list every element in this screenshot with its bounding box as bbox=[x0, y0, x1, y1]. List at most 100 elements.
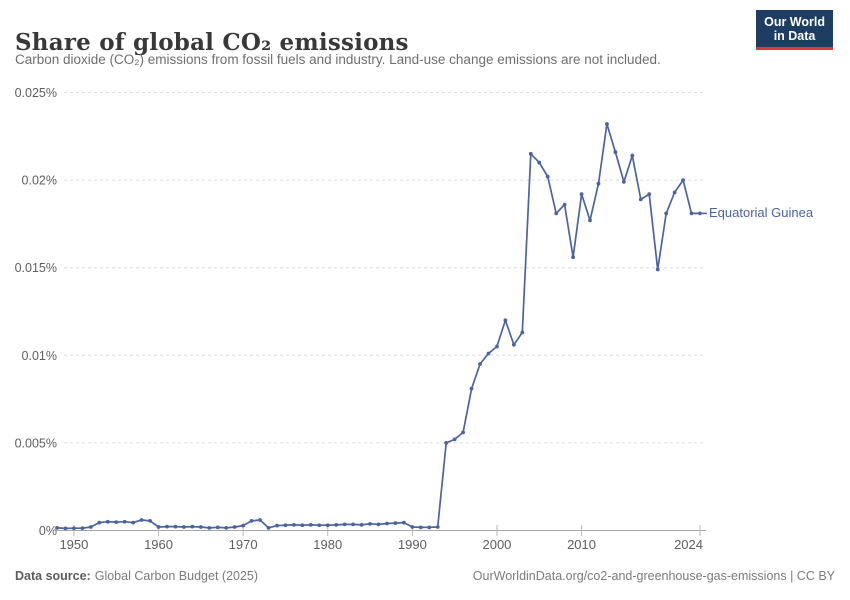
data-point[interactable] bbox=[638, 197, 643, 202]
y-tick-label: 0% bbox=[39, 524, 57, 538]
data-point[interactable] bbox=[435, 525, 440, 529]
data-point[interactable] bbox=[461, 430, 466, 435]
data-point[interactable] bbox=[122, 519, 127, 524]
data-point[interactable] bbox=[393, 521, 398, 526]
data-point[interactable] bbox=[401, 520, 406, 525]
x-tick-label: 1990 bbox=[398, 537, 427, 552]
data-point[interactable] bbox=[376, 522, 381, 527]
data-point[interactable] bbox=[131, 520, 136, 525]
data-point[interactable] bbox=[72, 526, 76, 531]
chart-footer: Data source: Global Carbon Budget (2025) … bbox=[15, 569, 835, 583]
x-tick-label: 1980 bbox=[313, 537, 342, 552]
data-point[interactable] bbox=[334, 522, 339, 527]
data-point[interactable] bbox=[351, 522, 356, 527]
data-point[interactable] bbox=[495, 344, 499, 349]
credit-link[interactable]: OurWorldinData.org/co2-and-greenhouse-ga… bbox=[472, 569, 835, 583]
data-point[interactable] bbox=[444, 441, 449, 445]
data-point[interactable] bbox=[308, 522, 313, 527]
data-point[interactable] bbox=[664, 211, 669, 216]
data-point[interactable] bbox=[114, 520, 119, 524]
data-point[interactable] bbox=[291, 522, 296, 527]
data-point[interactable] bbox=[520, 330, 525, 335]
data-point[interactable] bbox=[63, 526, 68, 531]
data-point[interactable] bbox=[148, 518, 152, 523]
data-point[interactable] bbox=[537, 160, 542, 165]
data-point[interactable] bbox=[317, 523, 322, 528]
owid-logo[interactable]: Our World in Data bbox=[756, 10, 833, 50]
data-point[interactable] bbox=[368, 521, 372, 526]
data-point[interactable] bbox=[283, 523, 288, 528]
data-point[interactable] bbox=[325, 523, 330, 528]
x-tick-label: 1960 bbox=[144, 537, 173, 552]
x-tick-label: 2024 bbox=[674, 537, 703, 552]
data-point[interactable] bbox=[139, 518, 144, 522]
line-chart: 0% 0.005% 0.01% 0.015% 0.02% 0.025% 1950 1960 19… bbox=[0, 80, 850, 555]
data-point[interactable] bbox=[207, 525, 212, 530]
data-point[interactable] bbox=[647, 192, 652, 197]
data-point[interactable] bbox=[452, 437, 457, 442]
data-point[interactable] bbox=[190, 524, 195, 529]
x-tick-label: 1950 bbox=[59, 537, 88, 552]
data-point[interactable] bbox=[275, 523, 279, 528]
data-point[interactable] bbox=[241, 523, 246, 528]
data-point[interactable] bbox=[418, 525, 423, 530]
data-point[interactable] bbox=[571, 255, 575, 260]
data-point[interactable] bbox=[655, 267, 660, 272]
data-point[interactable] bbox=[173, 524, 178, 529]
data-point[interactable] bbox=[588, 218, 592, 223]
data-point[interactable] bbox=[88, 525, 93, 529]
data-point[interactable] bbox=[605, 122, 609, 126]
data-point[interactable] bbox=[511, 342, 516, 347]
x-tick-label: 2010 bbox=[567, 537, 596, 552]
chart-subtitle: Carbon dioxide (CO₂) emissions from foss… bbox=[15, 52, 661, 67]
data-point[interactable] bbox=[689, 211, 694, 216]
data-point[interactable] bbox=[554, 211, 559, 216]
data-point[interactable] bbox=[224, 525, 229, 530]
data-point[interactable] bbox=[613, 150, 618, 154]
data-point[interactable] bbox=[232, 525, 237, 529]
owid-logo-line2: in Data bbox=[773, 29, 816, 43]
data-point[interactable] bbox=[300, 523, 305, 528]
data-point[interactable] bbox=[359, 522, 364, 527]
data-point[interactable] bbox=[156, 525, 161, 529]
data-point[interactable] bbox=[698, 211, 702, 216]
data-point[interactable] bbox=[579, 192, 584, 197]
data-point[interactable] bbox=[80, 526, 85, 531]
data-point[interactable] bbox=[562, 202, 567, 207]
data-point[interactable] bbox=[630, 153, 635, 158]
chart-canvas: 0% 0.005% 0.01% 0.015% 0.02% 0.025% 1950 1960 19… bbox=[15, 86, 707, 552]
data-point[interactable] bbox=[385, 521, 389, 526]
page-title: Share of global CO₂ emissions bbox=[15, 29, 409, 57]
data-point[interactable] bbox=[545, 174, 550, 179]
data-point[interactable] bbox=[198, 525, 203, 529]
data-point[interactable] bbox=[621, 179, 626, 184]
data-point[interactable] bbox=[55, 525, 59, 530]
data-point[interactable] bbox=[182, 525, 186, 529]
data-point[interactable] bbox=[596, 181, 601, 186]
data-point[interactable] bbox=[249, 518, 254, 523]
data-point[interactable] bbox=[486, 351, 491, 356]
data-point[interactable] bbox=[215, 525, 220, 530]
y-tick-label: 0.01% bbox=[22, 349, 57, 363]
data-point[interactable] bbox=[503, 318, 508, 323]
data-point[interactable] bbox=[469, 386, 474, 391]
data-point[interactable] bbox=[105, 519, 110, 524]
series-line[interactable] bbox=[56, 123, 701, 530]
series-entity-label[interactable]: Equatorial Guinea bbox=[709, 205, 814, 221]
y-tick-label: 0.02% bbox=[22, 174, 57, 188]
data-point[interactable] bbox=[427, 525, 432, 530]
data-point[interactable] bbox=[681, 178, 685, 182]
data-point[interactable] bbox=[528, 151, 533, 156]
data-point[interactable] bbox=[165, 524, 169, 529]
data-point[interactable] bbox=[258, 518, 262, 522]
data-point[interactable] bbox=[478, 362, 482, 366]
y-tick-label: 0.005% bbox=[15, 436, 57, 450]
data-point[interactable] bbox=[97, 520, 102, 525]
data-point[interactable] bbox=[672, 190, 677, 195]
data-point[interactable] bbox=[266, 525, 271, 530]
data-point[interactable] bbox=[410, 525, 415, 529]
y-tick-label: 0.015% bbox=[15, 261, 57, 275]
data-point[interactable] bbox=[342, 522, 347, 527]
data-source: Data source: Global Carbon Budget (2025) bbox=[15, 569, 258, 583]
